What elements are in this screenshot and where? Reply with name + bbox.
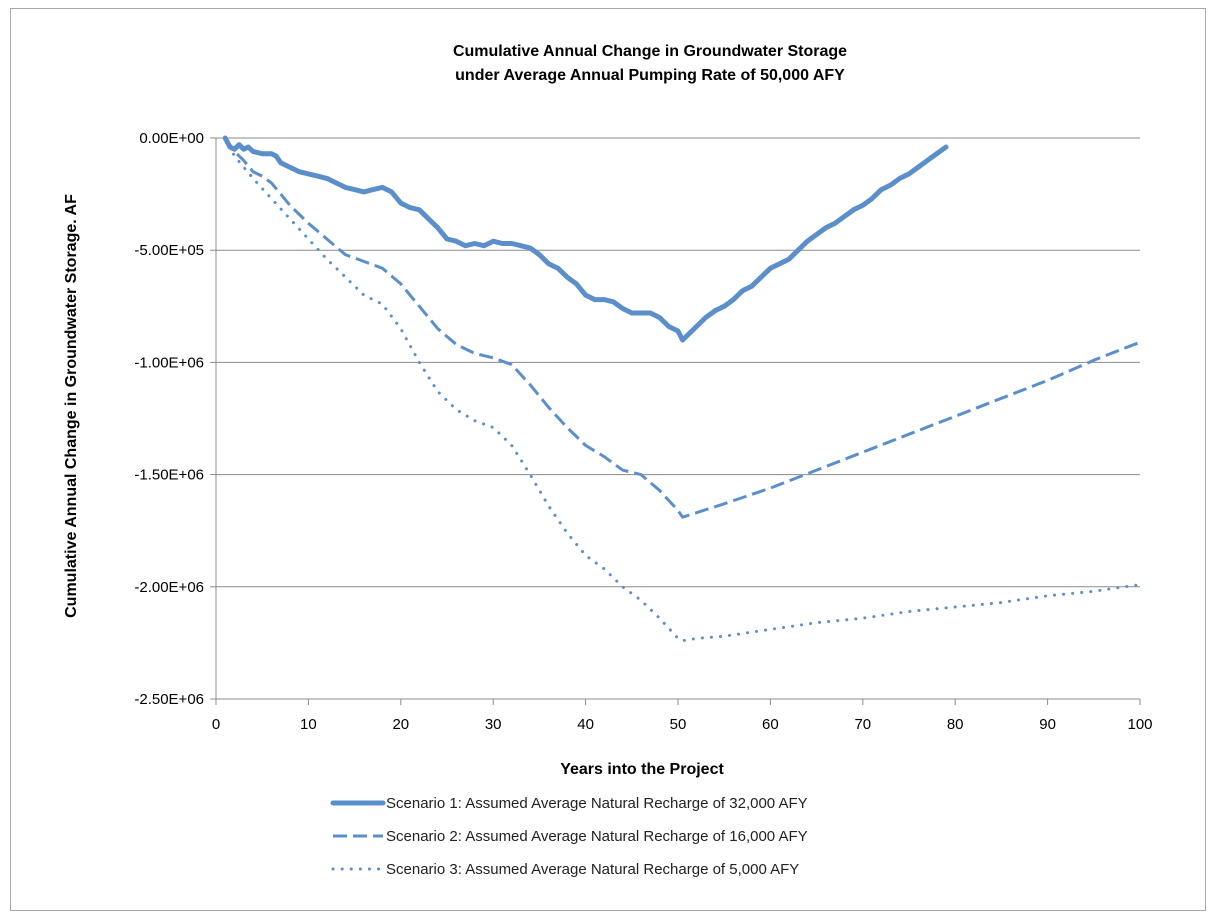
x-tick-label: 20 — [392, 716, 409, 733]
axes — [210, 137, 1141, 705]
x-tick-label: 0 — [212, 716, 220, 733]
x-tick-label: 90 — [1039, 716, 1056, 733]
x-tick-labels: 0 10 20 30 40 50 60 70 80 90 100 — [212, 716, 1153, 733]
series-line-3 — [223, 136, 1142, 643]
y-tick-label: -2.00E+06 — [134, 579, 204, 596]
y-tick-labels: 0.00E+00 -5.00E+05 -1.00E+06 -1.50E+06 -2.00… — [134, 130, 204, 708]
x-tick-label: 30 — [485, 716, 502, 733]
gridlines — [216, 137, 1140, 700]
legend: Scenario 1: Assumed Average Natural Rech… — [330, 795, 808, 878]
legend-label-3: Scenario 3: Assumed Average Natural Rech… — [386, 861, 799, 878]
x-axis-title: Years into the Project — [560, 761, 724, 778]
chart-subtitle: under Average Annual Pumping Rate of 50,… — [455, 67, 845, 84]
series-lines — [222, 135, 1142, 643]
x-tick-label: 10 — [300, 716, 317, 733]
chart-title: Cumulative Annual Change in Groundwater … — [453, 43, 847, 60]
x-tick-label: 70 — [854, 716, 871, 733]
x-tick-label: 40 — [577, 716, 594, 733]
y-tick-label: -1.00E+06 — [134, 354, 204, 371]
y-tick-label: -5.00E+05 — [134, 242, 204, 259]
x-tick-label: 80 — [947, 716, 964, 733]
legend-label-1: Scenario 1: Assumed Average Natural Rech… — [386, 795, 808, 812]
x-tick-label: 50 — [670, 716, 687, 733]
legend-label-2: Scenario 2: Assumed Average Natural Rech… — [386, 828, 808, 845]
x-tick-label: 100 — [1127, 716, 1152, 733]
y-tick-label: 0.00E+00 — [139, 130, 204, 147]
x-tick-label: 60 — [762, 716, 779, 733]
series-line-2 — [223, 137, 1141, 519]
y-tick-label: -2.50E+06 — [134, 691, 204, 708]
series-line-1 — [222, 135, 949, 343]
y-axis-title: Cumulative Annual Change in Groundwater … — [63, 194, 80, 618]
y-tick-label: -1.50E+06 — [134, 467, 204, 484]
